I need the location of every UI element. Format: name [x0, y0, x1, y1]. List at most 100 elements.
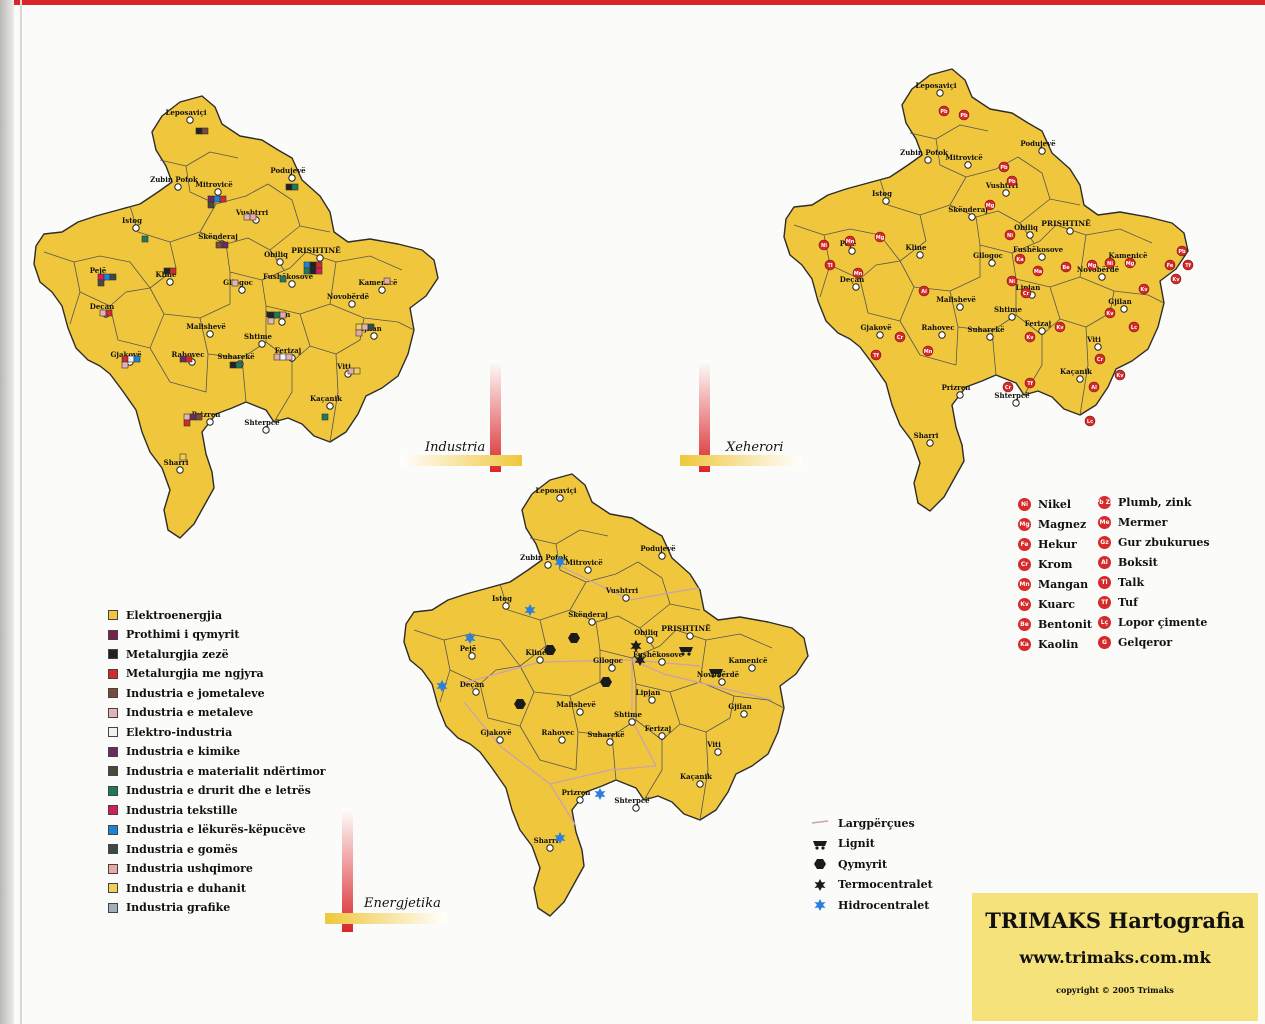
town-dot[interactable]: [648, 696, 656, 704]
town-dot[interactable]: [622, 594, 630, 602]
town-marker[interactable]: Istog: [492, 594, 512, 610]
town-dot[interactable]: [276, 258, 284, 266]
town-marker[interactable]: Shtime: [994, 305, 1022, 321]
town-marker[interactable]: Shtime: [614, 710, 642, 726]
town-marker[interactable]: Leposaviçi: [535, 486, 577, 502]
town-dot[interactable]: [924, 156, 932, 164]
town-marker[interactable]: Vushtrri: [605, 586, 639, 602]
town-dot[interactable]: [628, 718, 636, 726]
publisher-url[interactable]: www.trimaks.com.mk: [1019, 948, 1211, 967]
town-marker[interactable]: Vushtrri: [985, 181, 1019, 197]
town-dot[interactable]: [288, 174, 296, 182]
town-marker[interactable]: Zubin Potok: [150, 175, 198, 191]
town-marker[interactable]: Lipjan: [636, 688, 661, 704]
town-marker[interactable]: Shterpcë: [614, 796, 650, 812]
town-marker[interactable]: Gjakovë: [860, 323, 892, 339]
town-dot[interactable]: [576, 708, 584, 716]
town-dot[interactable]: [876, 331, 884, 339]
town-marker[interactable]: Sharri: [534, 836, 559, 852]
town-dot[interactable]: [740, 710, 748, 718]
town-marker[interactable]: Fushëkosove: [633, 650, 684, 666]
town-marker[interactable]: Shterpcë: [244, 418, 280, 434]
town-dot[interactable]: [988, 259, 996, 267]
town-marker[interactable]: Istog: [122, 216, 142, 232]
town-marker[interactable]: Podujevë: [1020, 139, 1056, 155]
town-marker[interactable]: Fushëkosove: [1013, 245, 1064, 261]
town-dot[interactable]: [174, 183, 182, 191]
town-dot[interactable]: [1094, 343, 1102, 351]
town-dot[interactable]: [696, 780, 704, 788]
town-marker[interactable]: Sharri: [164, 458, 189, 474]
town-marker[interactable]: Prizren: [942, 383, 971, 399]
town-dot[interactable]: [326, 402, 334, 410]
town-dot[interactable]: [176, 466, 184, 474]
town-dot[interactable]: [546, 844, 554, 852]
town-dot[interactable]: [132, 224, 140, 232]
town-dot[interactable]: [658, 552, 666, 560]
town-marker[interactable]: Mitrovicë: [565, 558, 603, 574]
town-dot[interactable]: [848, 247, 856, 255]
town-marker[interactable]: Obiliq: [634, 628, 658, 644]
town-dot[interactable]: [686, 632, 694, 640]
town-marker[interactable]: Zubin Potok: [520, 553, 568, 569]
town-marker[interactable]: Gjilan: [1108, 297, 1132, 313]
town-dot[interactable]: [658, 732, 666, 740]
town-marker[interactable]: Deçan: [460, 680, 484, 696]
town-dot[interactable]: [472, 688, 480, 696]
town-dot[interactable]: [748, 664, 756, 672]
town-marker[interactable]: Istog: [872, 189, 892, 205]
town-marker[interactable]: Kline: [906, 243, 927, 259]
town-dot[interactable]: [1026, 231, 1034, 239]
town-marker[interactable]: Gjakovë: [480, 728, 512, 744]
town-dot[interactable]: [1076, 375, 1084, 383]
town-marker[interactable]: Podujevë: [640, 544, 676, 560]
town-marker[interactable]: Malishevë: [186, 322, 226, 338]
town-dot[interactable]: [658, 658, 666, 666]
town-marker[interactable]: Obiliq: [1014, 223, 1038, 239]
town-dot[interactable]: [1120, 305, 1128, 313]
town-dot[interactable]: [608, 664, 616, 672]
town-marker[interactable]: Leposaviçi: [915, 81, 957, 97]
town-dot[interactable]: [238, 286, 246, 294]
town-dot[interactable]: [584, 566, 592, 574]
town-dot[interactable]: [718, 678, 726, 686]
town-dot[interactable]: [1038, 327, 1046, 335]
town-dot[interactable]: [1012, 399, 1020, 407]
town-marker[interactable]: PRISHTINË: [661, 624, 711, 640]
town-marker[interactable]: Podujevë: [270, 166, 306, 182]
town-dot[interactable]: [956, 303, 964, 311]
town-dot[interactable]: [556, 494, 564, 502]
town-dot[interactable]: [576, 796, 584, 804]
town-marker[interactable]: Sharri: [914, 431, 939, 447]
town-marker[interactable]: Prizren: [192, 410, 221, 426]
town-marker[interactable]: Novobërdë: [1077, 265, 1120, 281]
town-dot[interactable]: [1008, 313, 1016, 321]
town-dot[interactable]: [206, 330, 214, 338]
town-dot[interactable]: [206, 418, 214, 426]
town-dot[interactable]: [938, 331, 946, 339]
town-marker[interactable]: PRISHTINË: [291, 246, 341, 262]
town-marker[interactable]: Leposaviçi: [165, 108, 207, 124]
town-dot[interactable]: [544, 561, 552, 569]
town-marker[interactable]: Mitrovicë: [195, 180, 233, 196]
town-dot[interactable]: [1038, 253, 1046, 261]
town-dot[interactable]: [606, 738, 614, 746]
town-dot[interactable]: [370, 332, 378, 340]
town-dot[interactable]: [262, 426, 270, 434]
town-dot[interactable]: [852, 283, 860, 291]
town-marker[interactable]: Shterpcë: [994, 391, 1030, 407]
town-marker[interactable]: Novobërdë: [697, 670, 740, 686]
town-marker[interactable]: Kamenicë: [729, 656, 768, 672]
town-dot[interactable]: [214, 188, 222, 196]
town-dot[interactable]: [166, 278, 174, 286]
town-marker[interactable]: Malishevë: [556, 700, 596, 716]
town-marker[interactable]: PRISHTINË: [1041, 219, 1091, 235]
town-dot[interactable]: [1098, 273, 1106, 281]
town-marker[interactable]: Kline: [156, 270, 177, 286]
town-marker[interactable]: Kaçanik: [310, 394, 342, 410]
town-dot[interactable]: [1066, 227, 1074, 235]
town-dot[interactable]: [278, 318, 286, 326]
town-marker[interactable]: Zubin Potok: [900, 148, 948, 164]
town-marker[interactable]: Kamenicë: [359, 278, 398, 294]
town-dot[interactable]: [646, 636, 654, 644]
